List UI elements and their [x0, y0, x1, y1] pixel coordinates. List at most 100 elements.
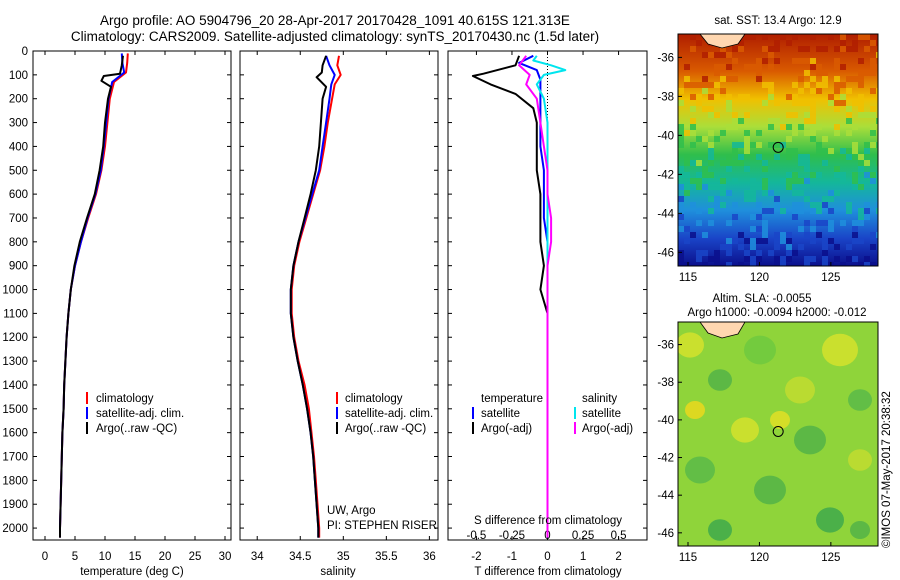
sst-cell [798, 124, 804, 130]
sst-cell [876, 208, 878, 214]
sst-cell [792, 172, 798, 178]
sst-cell [876, 88, 878, 94]
sst-cell [780, 238, 786, 244]
sst-cell [744, 256, 750, 262]
sst-cell [678, 262, 684, 266]
sst-cell [804, 256, 810, 262]
sst-cell [846, 256, 852, 262]
series-argo-raw-qc- [289, 55, 328, 538]
sst-cell [810, 208, 816, 214]
series-climatology [290, 55, 342, 538]
legend-argo: Argo(..raw -QC) [345, 423, 426, 435]
sst-cell [708, 82, 714, 88]
sst-cell [732, 160, 738, 166]
sst-cell [828, 148, 834, 154]
sst-cell [858, 154, 864, 160]
sla-blob [685, 401, 705, 419]
sst-cell [744, 136, 750, 142]
sst-cell [846, 244, 852, 250]
legend-t-argo: Argo(-adj) [481, 423, 532, 435]
sst-cell [852, 142, 858, 148]
sst-cell [858, 76, 864, 82]
sla-blob [785, 376, 815, 404]
sst-cell [690, 34, 696, 40]
sst-cell [786, 172, 792, 178]
sst-cell [732, 118, 738, 124]
sst-cell [786, 40, 792, 46]
sst-cell [738, 160, 744, 166]
sst-cell [762, 220, 768, 226]
map-x-tick-label: 115 [679, 272, 697, 284]
sst-cell [678, 226, 684, 232]
map-y-tick-label: -40 [657, 130, 674, 142]
sst-cell [702, 184, 708, 190]
sst-cell [726, 94, 732, 100]
sst-cell [774, 262, 780, 266]
sst-cell [810, 76, 816, 82]
sst-cell [714, 256, 720, 262]
sst-cell [858, 100, 864, 106]
sst-cell [816, 88, 822, 94]
depth-tick-label: 100 [9, 70, 28, 82]
sst-cell [804, 196, 810, 202]
sst-cell [768, 118, 774, 124]
sst-map-title: sat. SST: 13.4 Argo: 12.9 [714, 15, 841, 27]
sst-cell [678, 208, 684, 214]
sst-cell [834, 88, 840, 94]
sst-cell [774, 202, 780, 208]
sst-cell [810, 100, 816, 106]
sst-cell [714, 184, 720, 190]
s-tick-label: 0.5 [611, 530, 627, 542]
sst-cell [708, 112, 714, 118]
map-y-tick-label: -46 [657, 528, 674, 540]
sst-cell [786, 136, 792, 142]
sst-cell [726, 76, 732, 82]
depth-tick-label: 900 [9, 261, 28, 273]
sst-cell [870, 70, 876, 76]
sst-cell [786, 148, 792, 154]
sst-cell [702, 262, 708, 266]
x-tick-label: -2 [471, 551, 481, 563]
sst-cell [708, 142, 714, 148]
sst-cell [822, 262, 828, 266]
sst-cell [822, 244, 828, 250]
sst-cell [750, 190, 756, 196]
sst-cell [870, 40, 876, 46]
sst-cell [720, 190, 726, 196]
profile-title: Argo profile: AO 5904796_20 28-Apr-2017 … [100, 13, 570, 28]
depth-tick-label: 300 [9, 118, 28, 130]
sst-cell [762, 46, 768, 52]
sst-cell [690, 202, 696, 208]
sst-cell [714, 262, 720, 266]
map-y-tick-label: -36 [657, 340, 674, 352]
sst-cell [810, 172, 816, 178]
sst-cell [774, 238, 780, 244]
sst-cell [678, 214, 684, 220]
sst-cell [708, 130, 714, 136]
sst-cell [816, 124, 822, 130]
sst-cell [810, 106, 816, 112]
depth-tick-label: 1700 [2, 452, 28, 464]
sst-cell [792, 202, 798, 208]
sst-cell [744, 166, 750, 172]
sst-cell [780, 208, 786, 214]
sst-cell [756, 226, 762, 232]
sst-cell [810, 238, 816, 244]
sst-cell [852, 226, 858, 232]
sla-blob [678, 332, 704, 358]
sst-cell [858, 112, 864, 118]
sst-cell [774, 232, 780, 238]
sst-cell [834, 244, 840, 250]
sst-cell [786, 124, 792, 130]
sst-cell [786, 256, 792, 262]
sst-cell [702, 232, 708, 238]
sst-cell [846, 154, 852, 160]
sst-cell [762, 100, 768, 106]
sst-cell [816, 208, 822, 214]
depth-tick-label: 400 [9, 141, 28, 153]
sla-blob [816, 507, 844, 533]
sst-cell [732, 76, 738, 82]
map-y-tick-label: -40 [657, 415, 674, 427]
sst-cell [828, 238, 834, 244]
map-x-tick-label: 120 [750, 552, 769, 564]
